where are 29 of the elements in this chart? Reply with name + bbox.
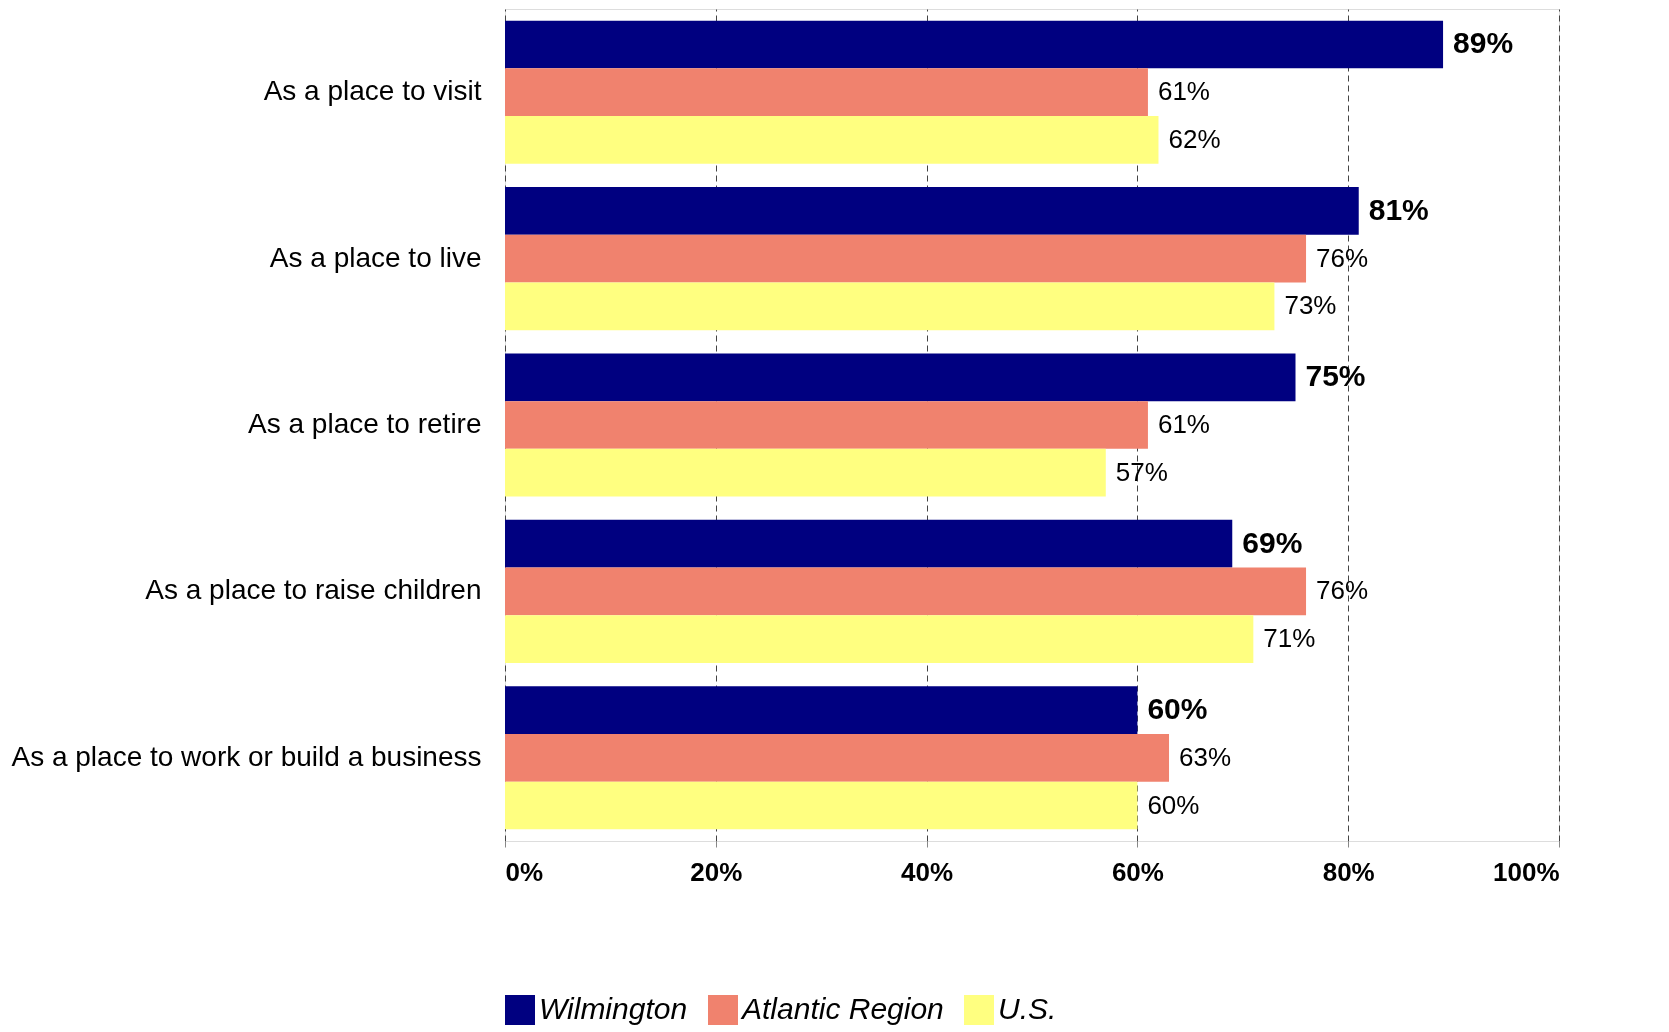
data-label: 61% xyxy=(1157,76,1210,107)
x-tick-label: 20% xyxy=(690,856,743,887)
legend-label: Atlantic Region xyxy=(740,992,944,1025)
data-label: 57% xyxy=(1115,456,1168,487)
data-label: 76% xyxy=(1316,242,1369,273)
x-tick-label: 0% xyxy=(505,856,544,887)
y-tick-label: As a place to raise children xyxy=(145,574,482,606)
data-label: 75% xyxy=(1305,359,1366,393)
data-label: 63% xyxy=(1179,741,1232,772)
data-label: 60% xyxy=(1147,692,1208,726)
legend-label: Wilmington xyxy=(539,992,688,1025)
y-tick-label: As a place to visit xyxy=(263,75,482,107)
x-tick-label: 40% xyxy=(901,856,954,887)
x-tick-label: 80% xyxy=(1322,856,1375,887)
data-label: 61% xyxy=(1157,409,1210,439)
y-tick-label: As a place to work or build a business xyxy=(11,740,482,772)
data-label: 71% xyxy=(1263,623,1316,654)
y-tick-label: As a place to live xyxy=(269,241,482,273)
data-label: 73% xyxy=(1284,290,1337,321)
data-label: 76% xyxy=(1316,575,1369,606)
legend-label: U.S. xyxy=(998,992,1057,1025)
x-tick-label: 60% xyxy=(1111,856,1164,887)
data-label: 60% xyxy=(1147,789,1200,820)
x-tick-label: 100% xyxy=(1493,856,1560,887)
data-label: 89% xyxy=(1453,26,1514,60)
data-label: 69% xyxy=(1242,525,1303,559)
data-label: 81% xyxy=(1368,192,1429,226)
data-label: 62% xyxy=(1168,123,1221,154)
y-tick-label: As a place to retire xyxy=(248,408,482,439)
